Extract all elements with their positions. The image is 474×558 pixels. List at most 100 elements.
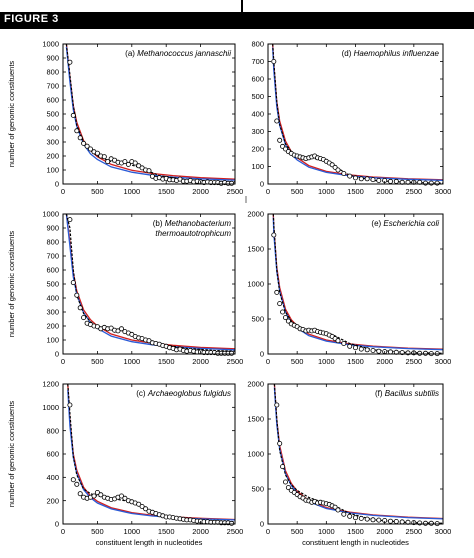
x-tick-label: 500 <box>91 527 104 536</box>
data-point <box>136 501 142 507</box>
x-tick-label: 0 <box>266 357 270 366</box>
data-point <box>119 493 125 499</box>
plot-frame <box>267 43 444 185</box>
data-point <box>282 479 288 485</box>
y-tick-label: 1000 <box>42 210 59 219</box>
data-point <box>428 520 434 526</box>
data-point <box>274 118 280 124</box>
data-point <box>347 513 353 519</box>
x-tick-label: 3000 <box>435 357 452 366</box>
y-axis-label: number of genomic constituents <box>7 61 16 168</box>
data-point <box>277 137 283 143</box>
data-point <box>282 315 288 321</box>
data-point <box>149 173 155 179</box>
header-divider-tick <box>241 0 243 12</box>
y-tick-label: 1000 <box>247 450 264 459</box>
data-point <box>332 504 338 510</box>
data-point <box>376 177 382 183</box>
y-tick-label: 0 <box>55 520 59 529</box>
data-point <box>84 143 90 149</box>
x-tick-label: 2500 <box>227 187 244 196</box>
x-tick-label: 1000 <box>318 187 335 196</box>
x-tick-label: 2000 <box>376 187 393 196</box>
plot-frame <box>62 43 236 185</box>
data-point <box>271 232 277 238</box>
data-point <box>352 175 358 181</box>
header-bar <box>0 12 474 29</box>
data-point <box>341 511 347 517</box>
series-line-2 <box>65 44 235 183</box>
data-point <box>81 315 87 321</box>
series-line-0 <box>272 44 443 181</box>
series-line-1 <box>65 46 235 181</box>
x-tick-label: 500 <box>91 357 104 366</box>
chart-panel-d: 0 500 1000 1500 2000 2500 3000 0 100 200 300 400 500… <box>251 40 451 196</box>
data-point <box>229 520 235 526</box>
chart-panel-b: 0 500 1000 1500 2000 2500 0 100 200 300 400 500 600 7… <box>7 210 243 366</box>
y-tick-label: 0 <box>260 350 264 359</box>
data-point <box>335 167 341 173</box>
data-point <box>132 160 138 166</box>
data-point <box>229 180 235 186</box>
series-line-2 <box>273 384 443 524</box>
data-point <box>370 177 376 183</box>
data-point <box>376 348 382 354</box>
y-tick-label: 200 <box>46 496 59 505</box>
y-tick-label: 100 <box>46 336 59 345</box>
data-point <box>364 176 370 182</box>
data-point <box>91 493 97 499</box>
data-point <box>358 346 364 352</box>
data-point <box>143 506 149 512</box>
plot-frame <box>62 383 236 525</box>
data-point <box>67 402 73 408</box>
data-point <box>271 59 277 65</box>
y-tick-label: 1200 <box>42 380 59 389</box>
y-tick-label: 400 <box>251 110 264 119</box>
y-tick-label: 300 <box>46 138 59 147</box>
data-point <box>70 477 76 483</box>
x-tick-label: 2000 <box>376 527 393 536</box>
data-point <box>229 350 235 356</box>
x-tick-label: 500 <box>291 357 304 366</box>
series-line-1 <box>272 47 443 181</box>
x-tick-label: 1000 <box>123 357 140 366</box>
x-tick-label: 1500 <box>158 187 175 196</box>
y-tick-label: 800 <box>46 426 59 435</box>
y-tick-label: 700 <box>251 57 264 66</box>
x-tick-label: 2500 <box>405 357 422 366</box>
data-point <box>347 343 353 349</box>
data-point <box>393 519 399 525</box>
y-tick-label: 600 <box>251 75 264 84</box>
series-line-2 <box>272 214 443 354</box>
data-point <box>101 154 107 160</box>
y-tick-label: 0 <box>260 180 264 189</box>
chart-panel-e: 0 500 1000 1500 2000 2500 3000 0 500 1000 1500 2000… <box>247 210 451 366</box>
y-tick-label: 2000 <box>247 210 264 219</box>
series-line-1 <box>67 389 235 521</box>
data-point <box>125 161 131 167</box>
panel-title: (d) Haemophilus influenzae <box>342 49 440 58</box>
y-tick-label: 200 <box>46 152 59 161</box>
x-axis-label: constituent length in nucleotides <box>96 538 203 547</box>
y-tick-label: 200 <box>251 145 264 154</box>
data-point <box>277 440 283 446</box>
data-point <box>434 180 440 186</box>
x-tick-label: 2000 <box>192 357 209 366</box>
panel-title: thermoautotrophicum <box>155 229 231 238</box>
data-point <box>280 309 286 315</box>
data-point <box>70 280 76 286</box>
data-point <box>387 178 393 184</box>
x-tick-label: 1500 <box>347 357 364 366</box>
y-tick-label: 0 <box>55 350 59 359</box>
data-point <box>115 328 121 334</box>
x-tick-label: 1500 <box>158 357 175 366</box>
x-tick-label: 0 <box>266 187 270 196</box>
y-tick-label: 600 <box>46 96 59 105</box>
y-tick-label: 1000 <box>42 40 59 49</box>
y-tick-label: 500 <box>46 110 59 119</box>
data-point <box>74 128 80 134</box>
x-tick-label: 1500 <box>347 527 364 536</box>
data-point <box>280 464 286 470</box>
data-point <box>77 491 83 497</box>
y-tick-label: 0 <box>55 180 59 189</box>
